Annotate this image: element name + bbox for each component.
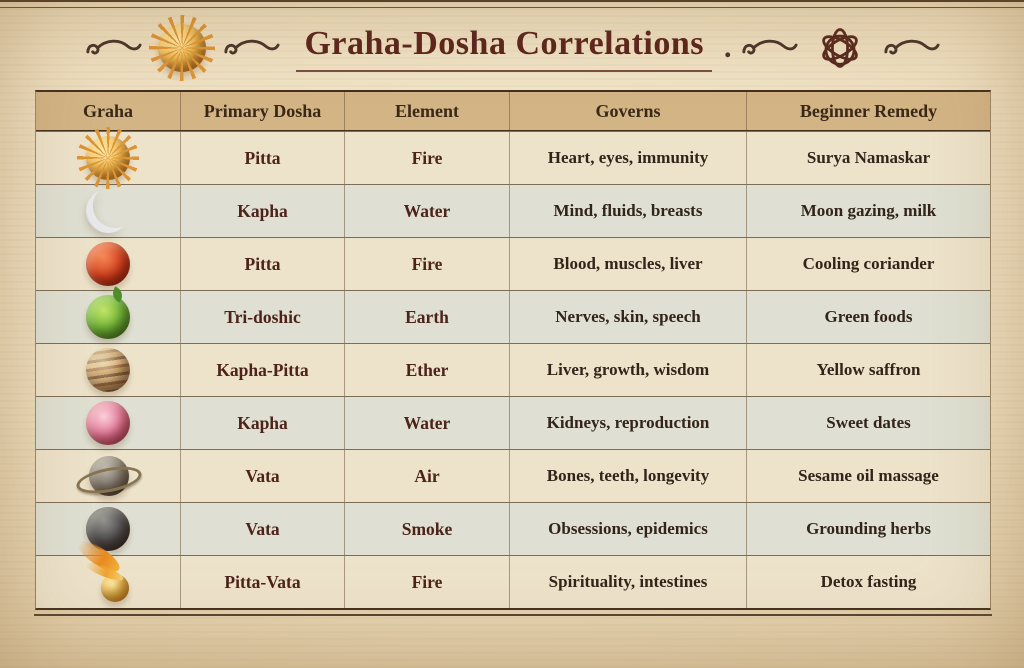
- graha-cell: [36, 503, 181, 555]
- sun-icon: [149, 15, 216, 81]
- triquetra-knot-icon: [821, 28, 858, 68]
- table-row: Pitta Fire Heart, eyes, immunity Surya N…: [36, 127, 990, 189]
- beginner-remedy-cell: Grounding herbs: [806, 519, 931, 538]
- primary-dosha-cell: Kapha: [181, 185, 345, 237]
- primary-dosha-cell: Kapha: [181, 397, 345, 449]
- governs-cell: Mind, fluids, breasts: [510, 185, 747, 237]
- moon-icon: [86, 189, 130, 233]
- beginner-remedy-cell: Yellow saffron: [816, 360, 921, 379]
- element-cell: Water: [345, 397, 510, 449]
- beginner-remedy-cell: Cooling coriander: [802, 254, 935, 273]
- graha-cell: [36, 238, 181, 290]
- governs-cell: Obsessions, epidemics: [510, 503, 747, 555]
- element-cell: Fire: [345, 556, 510, 608]
- element-cell: Fire: [345, 132, 510, 184]
- primary-dosha-cell: Vata: [181, 503, 345, 555]
- element-cell: Smoke: [345, 503, 510, 555]
- graha-cell: [36, 450, 181, 502]
- page-title: Graha-Dosha Correlations: [296, 25, 713, 72]
- flourish-swirl-icon: [224, 39, 281, 55]
- venus-icon: [86, 401, 130, 445]
- beginner-remedy-cell: Moon gazing, milk: [800, 201, 937, 220]
- table-body: Pitta Fire Heart, eyes, immunity Surya N…: [36, 127, 990, 608]
- element-cell: Water: [345, 185, 510, 237]
- governs-cell: Nerves, skin, speech: [510, 291, 747, 343]
- graha-cell: [36, 397, 181, 449]
- governs-cell: Spirituality, intestines: [510, 556, 747, 608]
- column-header-dosha: Primary Dosha: [181, 92, 345, 130]
- table-header-row: Graha Primary Dosha Element Governs Begi…: [36, 92, 990, 131]
- ketu-icon: [101, 574, 129, 602]
- table-row: Pitta Fire Blood, muscles, liver Cooling…: [36, 237, 990, 290]
- table-row: Kapha Water Kidneys, reproduction Sweet …: [36, 396, 990, 449]
- column-header-governs: Governs: [510, 92, 747, 130]
- element-cell: Earth: [345, 291, 510, 343]
- primary-dosha-cell: Pitta: [181, 238, 345, 290]
- element-cell: Air: [345, 450, 510, 502]
- flourish-swirl-icon: [883, 39, 940, 55]
- element-cell: Ether: [345, 344, 510, 396]
- ornament-dot: .: [724, 31, 732, 64]
- correlation-table: Graha Primary Dosha Element Governs Begi…: [34, 90, 992, 616]
- governs-cell: Heart, eyes, immunity: [510, 132, 747, 184]
- governs-cell: Bones, teeth, longevity: [510, 450, 747, 502]
- graha-cell: [36, 127, 181, 189]
- governs-cell: Blood, muscles, liver: [510, 238, 747, 290]
- flourish-swirl-icon: [86, 39, 143, 55]
- top-double-rule: [0, 0, 1024, 8]
- table-row: Pitta-Vata Fire Spirituality, intestines…: [36, 555, 990, 608]
- saturn-icon: [89, 456, 129, 496]
- table-row: Vata Smoke Obsessions, epidemics Groundi…: [36, 502, 990, 555]
- table-row: Vata Air Bones, teeth, longevity Sesame …: [36, 449, 990, 502]
- governs-cell: Kidneys, reproduction: [510, 397, 747, 449]
- sun-icon: [77, 127, 139, 189]
- mars-icon: [86, 242, 130, 286]
- graha-cell: [36, 185, 181, 237]
- flourish-swirl-icon: [741, 39, 798, 55]
- column-header-element: Element: [345, 92, 510, 130]
- graha-cell: [36, 556, 181, 608]
- table-row: Kapha-Pitta Ether Liver, growth, wisdom …: [36, 343, 990, 396]
- column-header-graha: Graha: [36, 92, 181, 130]
- primary-dosha-cell: Tri-doshic: [181, 291, 345, 343]
- primary-dosha-cell: Pitta-Vata: [181, 556, 345, 608]
- masthead: Graha-Dosha Correlations .: [0, 10, 1024, 86]
- column-header-remedy: Beginner Remedy: [799, 100, 938, 121]
- beginner-remedy-cell: Green foods: [824, 307, 913, 326]
- table-row: Kapha Water Mind, fluids, breasts Moon g…: [36, 184, 990, 237]
- beginner-remedy-cell: Detox fasting: [820, 572, 917, 591]
- mercury-icon: [86, 295, 130, 339]
- graha-cell: [36, 344, 181, 396]
- beginner-remedy-cell: Surya Namaskar: [806, 148, 931, 167]
- table-row: Tri-doshic Earth Nerves, skin, speech Gr…: [36, 290, 990, 343]
- graha-cell: [36, 291, 181, 343]
- element-cell: Fire: [345, 238, 510, 290]
- primary-dosha-cell: Pitta: [181, 132, 345, 184]
- governs-cell: Liver, growth, wisdom: [510, 344, 747, 396]
- primary-dosha-cell: Kapha-Pitta: [181, 344, 345, 396]
- primary-dosha-cell: Vata: [181, 450, 345, 502]
- jupiter-icon: [86, 348, 130, 392]
- beginner-remedy-cell: Sesame oil massage: [798, 466, 939, 485]
- beginner-remedy-cell: Sweet dates: [826, 413, 911, 432]
